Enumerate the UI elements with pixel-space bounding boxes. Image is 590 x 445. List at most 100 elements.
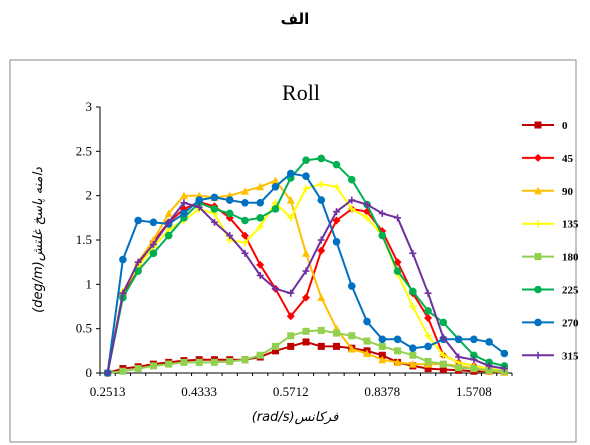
data-point-270	[363, 317, 371, 326]
data-point-315	[439, 334, 447, 342]
data-point-315	[302, 267, 310, 275]
legend: 0 45 90 135 180 225 270 315	[522, 120, 579, 362]
data-point-0	[378, 351, 386, 359]
data-point-225	[149, 249, 158, 258]
data-point-315	[470, 356, 478, 364]
x-tick-label: 1.5708	[456, 384, 492, 399]
data-point-135	[439, 351, 447, 359]
legend-entry-315: 315	[522, 350, 579, 362]
data-point-315	[287, 289, 295, 297]
legend-label: 315	[562, 350, 579, 362]
data-point-315	[378, 209, 386, 217]
legend-entry-0: 0	[522, 120, 568, 132]
data-point-0	[317, 342, 325, 350]
legend-entry-45: 45	[522, 153, 574, 165]
legend-marker	[534, 285, 542, 294]
data-point-180	[394, 347, 402, 355]
x-tick-label: 0.5712	[273, 384, 309, 399]
legend-marker	[534, 253, 542, 261]
legend-entry-225: 225	[522, 285, 579, 297]
y-tick-label: 2.5	[76, 143, 92, 158]
data-point-180	[226, 357, 234, 365]
data-point-180	[378, 342, 386, 350]
data-point-90	[393, 358, 402, 366]
data-point-90	[408, 360, 417, 368]
data-point-315	[210, 218, 218, 226]
data-point-225	[134, 267, 142, 275]
series-315	[104, 196, 508, 377]
data-point-0	[424, 365, 432, 373]
data-point-135	[317, 180, 325, 188]
data-point-225	[164, 231, 173, 240]
data-point-270	[454, 335, 463, 344]
data-point-270	[210, 193, 219, 202]
data-point-270	[119, 255, 127, 264]
data-point-180	[424, 357, 432, 365]
legend-label: 225	[562, 285, 579, 297]
data-point-135	[256, 223, 264, 231]
data-point-270	[241, 198, 249, 207]
data-point-45	[424, 314, 433, 323]
legend-marker	[534, 186, 542, 195]
data-point-45	[302, 293, 310, 302]
data-point-135	[287, 214, 295, 222]
data-point-90	[347, 345, 356, 353]
data-point-180	[149, 362, 157, 370]
legend-marker	[534, 351, 542, 359]
data-point-315	[455, 353, 463, 361]
data-point-180	[302, 327, 310, 335]
data-point-180	[485, 366, 493, 374]
data-point-315	[180, 199, 188, 207]
data-point-180	[119, 367, 127, 375]
data-point-225	[317, 154, 326, 163]
legend-label: 90	[562, 186, 574, 198]
data-point-270	[378, 335, 387, 344]
data-point-45	[256, 260, 265, 269]
data-point-0	[302, 338, 310, 346]
data-point-180	[409, 351, 417, 359]
data-point-270	[424, 342, 432, 351]
data-point-315	[363, 201, 371, 209]
data-point-270	[134, 216, 142, 225]
data-point-180	[180, 358, 188, 366]
data-point-90	[179, 191, 188, 200]
data-point-225	[302, 156, 310, 164]
data-point-270	[317, 196, 326, 204]
data-point-180	[134, 365, 142, 373]
data-point-45	[332, 216, 341, 225]
legend-label: 180	[562, 252, 579, 264]
data-point-315	[104, 369, 112, 377]
legend-label: 0	[562, 120, 568, 132]
legend-entry-90: 90	[522, 186, 574, 198]
y-tick-label: 0.5	[76, 321, 92, 336]
data-point-180	[317, 326, 325, 334]
data-point-315	[149, 240, 157, 248]
data-point-180	[363, 337, 371, 345]
data-point-180	[195, 358, 203, 366]
data-point-225	[424, 307, 432, 315]
legend-entry-270: 270	[522, 317, 579, 329]
data-point-315	[348, 196, 356, 204]
figure-caption: الف	[281, 10, 310, 28]
data-point-270	[470, 335, 478, 344]
data-point-225	[439, 318, 448, 327]
data-point-270	[180, 209, 188, 218]
data-point-270	[225, 196, 234, 204]
axes: 0 0.5 1 1.5 2 2.5 3 0.2513 0.4333 0.5712 0.8378 1.5…	[76, 99, 513, 399]
data-point-135	[302, 185, 310, 193]
data-point-180	[455, 364, 463, 372]
data-point-270	[485, 338, 493, 346]
data-point-135	[424, 332, 432, 340]
x-tick-label: 0.4333	[181, 384, 217, 399]
data-point-180	[271, 342, 279, 350]
data-point-315	[119, 289, 127, 297]
x-tick-label: 0.8378	[364, 384, 400, 399]
legend-entry-180: 180	[522, 252, 579, 264]
data-point-0	[287, 342, 295, 350]
data-point-270	[302, 172, 310, 180]
data-point-315	[134, 258, 142, 266]
data-point-315	[271, 285, 279, 293]
legend-marker	[534, 153, 542, 162]
data-point-90	[317, 293, 326, 302]
